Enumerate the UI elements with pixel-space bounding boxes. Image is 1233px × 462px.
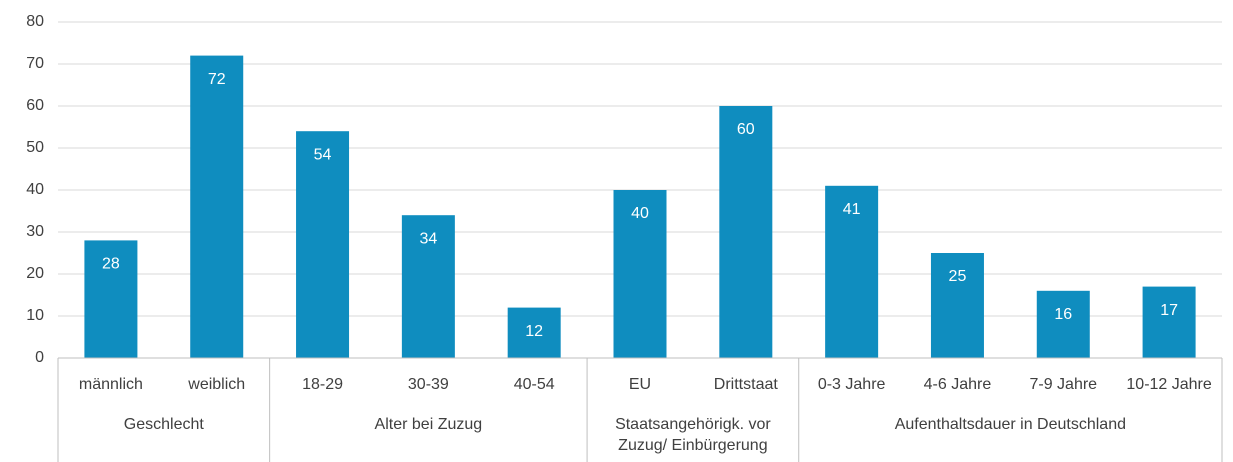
y-tick-label: 20	[26, 265, 44, 282]
bar	[1036, 290, 1090, 358]
bar	[930, 253, 984, 358]
data-label: 54	[314, 146, 332, 163]
y-tick-label: 70	[26, 55, 44, 72]
data-label: 17	[1160, 302, 1178, 319]
data-label: 40	[631, 205, 649, 222]
x-tick-label: 7-9 Jahre	[1029, 376, 1097, 393]
data-label: 25	[949, 268, 967, 285]
bar	[84, 240, 138, 358]
bar	[1142, 286, 1196, 358]
x-tick-label: männlich	[79, 376, 143, 393]
bar	[296, 131, 350, 358]
x-tick-label: 30-39	[408, 376, 449, 393]
data-label: 34	[419, 230, 437, 247]
data-label: 41	[843, 201, 861, 218]
x-tick-label: 0-3 Jahre	[818, 376, 886, 393]
x-tick-label: 18-29	[302, 376, 343, 393]
data-label: 16	[1054, 306, 1072, 323]
x-tick-label: Drittstaat	[714, 376, 779, 393]
bar	[401, 215, 455, 358]
group-label: Staatsangehörigk. vor Zuzug/ Einbürgerun…	[615, 416, 771, 454]
group-label: Geschlecht	[123, 416, 204, 433]
y-tick-label: 40	[26, 181, 44, 198]
group-label: Aufenthaltsdauer in Deutschland	[894, 416, 1126, 433]
data-label: 12	[525, 323, 543, 340]
data-label: 60	[737, 121, 755, 138]
y-tick-label: 60	[26, 97, 44, 114]
bar	[507, 307, 561, 358]
x-tick-label: weiblich	[187, 376, 245, 393]
y-tick-label: 50	[26, 139, 44, 156]
data-label: 72	[208, 71, 226, 88]
x-tick-label: 10-12 Jahre	[1126, 376, 1211, 393]
y-tick-label: 80	[26, 13, 44, 30]
bar	[613, 190, 667, 358]
bar	[719, 106, 773, 358]
bar	[825, 185, 879, 358]
y-tick-label: 30	[26, 223, 44, 240]
group-label: Alter bei Zuzug	[374, 416, 483, 433]
x-tick-label: 4-6 Jahre	[924, 376, 992, 393]
data-label: 28	[102, 256, 120, 273]
y-tick-label: 0	[35, 349, 44, 366]
bar	[190, 55, 244, 358]
x-tick-label: 40-54	[514, 376, 555, 393]
x-tick-label: EU	[629, 376, 651, 393]
y-tick-label: 10	[26, 307, 44, 324]
